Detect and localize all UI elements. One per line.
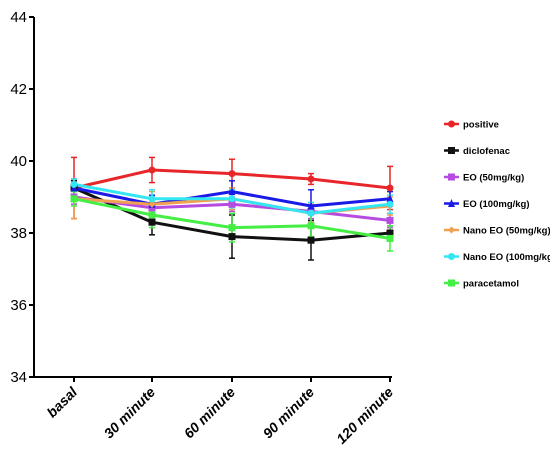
y-tick-label: 36 (10, 297, 27, 314)
data-point (228, 195, 236, 203)
data-point (448, 226, 455, 234)
x-tick-label: 90 minute (260, 384, 318, 442)
data-point (448, 253, 455, 260)
data-point (307, 209, 315, 217)
x-tick-label: basal (43, 383, 80, 420)
data-point (307, 175, 315, 183)
data-point (448, 279, 455, 287)
data-point (70, 195, 78, 203)
data-point (386, 194, 394, 203)
data-point (70, 180, 78, 188)
y-tick-label: 38 (10, 225, 27, 242)
data-point (228, 187, 236, 196)
legend-label: diclofenac (463, 146, 510, 157)
data-point (307, 236, 315, 244)
data-point (448, 173, 455, 181)
x-tick-label: 30 minute (101, 384, 159, 442)
data-point (386, 216, 394, 224)
data-point (386, 184, 394, 192)
data-point (307, 201, 315, 210)
data-point (386, 200, 394, 208)
data-point (148, 166, 156, 174)
legend-label: EO (50mg/kg) (463, 173, 524, 184)
y-tick-label: 40 (10, 153, 27, 170)
axes: 34 36 38 40 42 44 basal 30 minute 60 minute 90 mi… (10, 9, 396, 447)
y-tick-label: 42 (10, 81, 27, 98)
x-tick-label: 60 minute (181, 384, 239, 442)
data-point (228, 224, 236, 232)
legend-label: Nano EO (50mg/kg) (463, 226, 550, 237)
data-point (228, 233, 236, 241)
series-markers (70, 166, 394, 244)
legend-label: paracetamol (463, 279, 519, 290)
y-tick-label: 44 (10, 9, 27, 26)
x-tick-label: 120 minute (333, 384, 396, 447)
data-point (448, 199, 455, 207)
legend-label: EO (100mg/kg) (463, 199, 530, 210)
data-point (228, 200, 236, 208)
data-point (148, 200, 156, 208)
data-point (386, 229, 394, 237)
data-point (148, 195, 156, 203)
data-point (148, 218, 156, 226)
legend-label: positive (463, 120, 499, 131)
data-point (448, 120, 455, 128)
data-point (448, 147, 455, 154)
data-point (307, 222, 315, 230)
legend: positive diclofenac EO (50mg/kg) EO (100mg/… (444, 120, 550, 290)
legend-label: Nano EO (100mg/kg) (463, 252, 550, 263)
data-point (148, 204, 156, 212)
data-point (228, 170, 236, 178)
data-point (386, 234, 394, 242)
data-point (148, 211, 156, 219)
y-tick-label: 34 (10, 369, 27, 386)
